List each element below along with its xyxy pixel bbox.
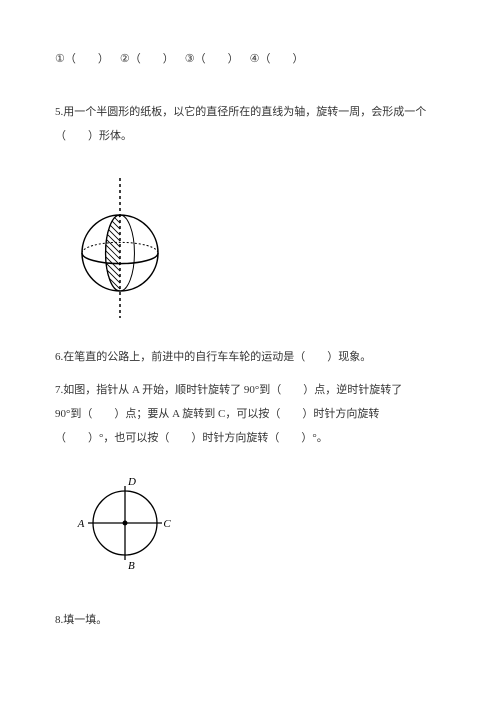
- options-row: ①（ ） ②（ ） ③（ ） ④（ ）: [55, 50, 445, 70]
- svg-text:D: D: [127, 476, 136, 488]
- compass-svg: A C D B: [70, 471, 190, 581]
- question-5: 5.用一个半圆形的纸板，以它的直径所在的直线为轴，旋转一周，会形成一个 （ ）形…: [55, 100, 445, 148]
- question-7: 7.如图，指针从 A 开始，顺时针旋转了 90°到（ ）点，逆时针旋转了 90°…: [55, 378, 445, 451]
- compass-figure: A C D B: [70, 471, 445, 581]
- svg-text:C: C: [163, 518, 171, 530]
- q7-line2: 90°到（ ）点；要从 A 旋转到 C，可以按（ ）时针方向旋转: [55, 402, 445, 426]
- sphere-figure: [70, 173, 445, 323]
- sphere-svg: [70, 173, 180, 323]
- question-6: 6.在笔直的公路上，前进中的自行车车轮的运动是（ ）现象。: [55, 348, 445, 368]
- q5-line2: （ ）形体。: [55, 124, 445, 148]
- q5-line1: 5.用一个半圆形的纸板，以它的直径所在的直线为轴，旋转一周，会形成一个: [55, 100, 445, 124]
- option-4: ④（ ）: [250, 53, 304, 65]
- svg-text:B: B: [128, 560, 135, 572]
- option-2: ②（ ）: [120, 53, 174, 65]
- svg-text:A: A: [77, 518, 85, 530]
- q7-line1: 7.如图，指针从 A 开始，顺时针旋转了 90°到（ ）点，逆时针旋转了: [55, 378, 445, 402]
- q6-text: 6.在笔直的公路上，前进中的自行车车轮的运动是（ ）现象。: [55, 348, 445, 368]
- option-3: ③（ ）: [185, 53, 239, 65]
- q8-text: 8.填一填。: [55, 611, 445, 631]
- question-8: 8.填一填。: [55, 611, 445, 631]
- option-1: ①（ ）: [55, 53, 109, 65]
- q7-line3: （ ）°，也可以按（ ）时针方向旋转（ ）°。: [55, 426, 445, 450]
